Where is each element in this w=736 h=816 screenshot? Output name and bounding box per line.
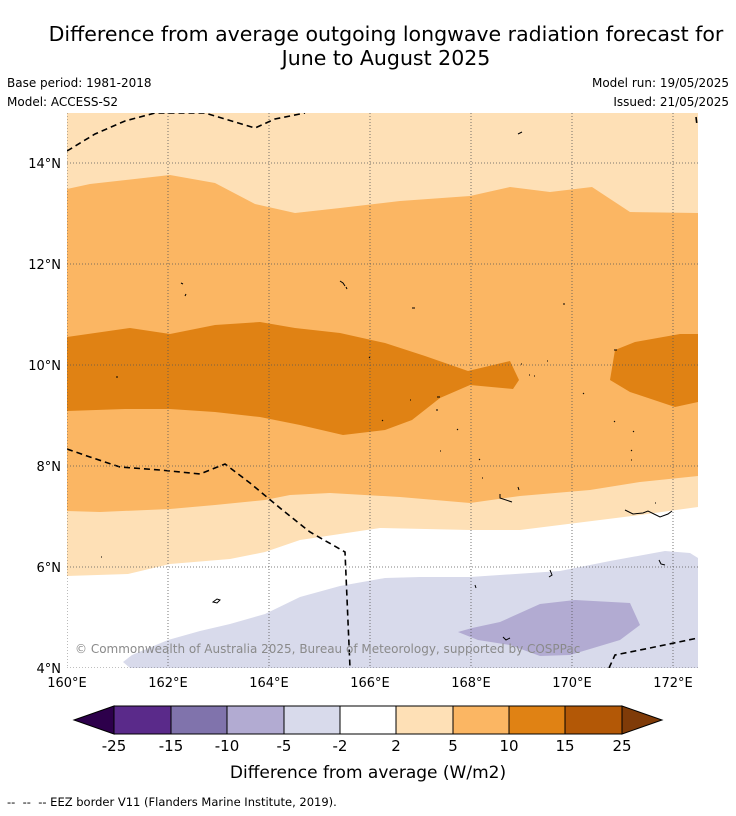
colorbar: -25 -15 -10 -5 -2 2 5 10 15 25 Differenc… <box>72 705 664 783</box>
island-outlines <box>101 131 673 641</box>
title-line-1: Difference from average outgoing longwav… <box>48 22 724 46</box>
lon-label-162e: 162°E <box>148 676 188 691</box>
eez-footnote: -- -- -- EEZ border V11 (Flanders Marine… <box>7 795 337 809</box>
lon-label-166e: 166°E <box>350 676 390 691</box>
lat-label-14n: 14°N <box>28 157 61 172</box>
colorbar-swatch <box>509 706 565 734</box>
title-line-2: June to August 2025 <box>281 46 491 70</box>
lat-label-6n: 6°N <box>37 561 62 576</box>
longitude-labels: 160°E 162°E 164°E 166°E 168°E 170°E 172°… <box>47 676 693 691</box>
band-10-to-15-main <box>67 322 519 435</box>
copyright-text: © Commonwealth of Australia 2025, Bureau… <box>75 642 580 656</box>
colorbar-frame <box>113 705 623 735</box>
lat-label-12n: 12°N <box>28 258 61 273</box>
colorbar-swatch <box>340 706 396 734</box>
band-10-to-15-east <box>610 334 698 407</box>
model-text: Model: ACCESS-S2 <box>7 95 119 109</box>
colorbar-swatch <box>453 706 509 734</box>
colorbar-high-extend <box>621 705 664 735</box>
colorbar-label: 5 <box>448 737 458 755</box>
colorbar-label: 15 <box>555 737 574 755</box>
model-run-text: Model run: 19/05/2025 <box>591 76 729 90</box>
base-period-text: Base period: 1981-2018 <box>7 76 152 90</box>
latitude-labels: 4°N 6°N 8°N 10°N 12°N 14°N <box>28 157 61 677</box>
info-right: Model run: 19/05/2025 Issued: 21/05/2025 <box>592 74 729 112</box>
colorbar-label: -10 <box>215 737 240 755</box>
colorbar-label: 10 <box>499 737 518 755</box>
colorbar-label: -2 <box>333 737 348 755</box>
lat-label-4n: 4°N <box>37 662 62 677</box>
colorbar-swatch <box>114 706 171 734</box>
colorbar-title: Difference from average (W/m2) <box>230 763 506 783</box>
colorbar-dividers <box>170 706 566 734</box>
colorbar-swatch <box>396 706 453 734</box>
colorbar-label: -25 <box>102 737 127 755</box>
eez-borders <box>67 113 698 668</box>
lat-label-10n: 10°N <box>28 359 61 374</box>
colorbar-label: -5 <box>277 737 292 755</box>
colorbar-label: -15 <box>159 737 184 755</box>
colorbar-label: 25 <box>612 737 631 755</box>
colorbar-swatch <box>284 706 340 734</box>
lon-label-168e: 168°E <box>451 676 491 691</box>
info-left: Base period: 1981-2018 Model: ACCESS-S2 <box>7 74 152 112</box>
lon-label-172e: 172°E <box>653 676 693 691</box>
colorbar-swatch <box>227 706 284 734</box>
colorbar-swatch <box>565 706 622 734</box>
colorbar-label: 2 <box>391 737 401 755</box>
colorbar-labels: -25 -15 -10 -5 -2 2 5 10 15 25 <box>102 737 632 755</box>
map-panel: © Commonwealth of Australia 2025, Bureau… <box>67 113 698 668</box>
grid-lines <box>67 113 698 668</box>
lon-label-170e: 170°E <box>552 676 592 691</box>
band-neg5-to-neg10 <box>458 600 640 656</box>
issued-text: Issued: 21/05/2025 <box>613 95 729 109</box>
lat-label-8n: 8°N <box>37 460 62 475</box>
map-title: Difference from average outgoing longwav… <box>0 22 736 70</box>
lon-label-164e: 164°E <box>249 676 289 691</box>
lon-label-160e: 160°E <box>47 676 87 691</box>
colorbar-low-extend <box>72 705 115 735</box>
colorbar-swatch <box>171 706 227 734</box>
